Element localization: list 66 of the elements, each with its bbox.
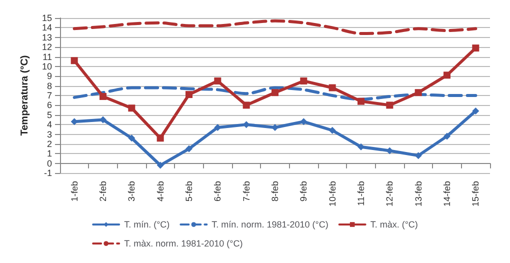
x-tick-label: 14-feb	[442, 181, 452, 207]
x-tick-label: 5-feb	[184, 181, 194, 202]
point	[444, 72, 450, 79]
point	[186, 91, 192, 98]
y-tick-label: 10	[42, 61, 52, 72]
point	[472, 108, 480, 114]
x-tick-label: 3-feb	[126, 181, 137, 202]
point	[100, 116, 106, 124]
point	[414, 89, 422, 96]
legend-label: T. mín. (°C)	[124, 220, 170, 230]
point	[386, 102, 394, 109]
point	[214, 77, 222, 84]
point	[300, 118, 308, 126]
legend-label: T. màx. (°C)	[370, 220, 418, 230]
x-tick-label: 2-feb	[98, 181, 108, 202]
x-tick-label: 11-feb	[356, 181, 366, 206]
y-tick-label: 1	[46, 148, 52, 159]
legend-label: T. màx. norm. 1981-2010 (°C)	[124, 238, 243, 248]
point	[128, 134, 136, 142]
y-tick-label: 13	[42, 32, 52, 42]
x-tick-label: 12-feb	[384, 181, 395, 207]
y-tick-label: 11	[42, 52, 52, 62]
y-axis-title: Temperatura (°C)	[20, 55, 30, 136]
point	[156, 134, 164, 142]
x-tick-label: 4-feb	[155, 181, 166, 202]
point	[186, 145, 192, 152]
y-tick-label: 4	[46, 120, 52, 130]
x-tick-label: 15-feb	[470, 181, 481, 207]
point	[70, 57, 78, 64]
point	[386, 147, 394, 154]
x-tick-label: 6-feb	[212, 181, 223, 202]
point	[214, 124, 222, 131]
y-tick-label: 8	[46, 80, 52, 91]
point	[358, 143, 364, 150]
point	[272, 124, 278, 131]
y-tick-label: 0	[46, 158, 52, 168]
x-tick-label: 13-feb	[413, 181, 424, 207]
point	[128, 104, 136, 112]
x-tick-label: 8-feb	[270, 181, 280, 202]
y-tick-label: 12	[42, 42, 52, 52]
point	[156, 162, 164, 169]
point	[358, 98, 364, 105]
x-tick-label: 7-feb	[241, 181, 252, 202]
y-tick-label: 15	[42, 13, 52, 23]
line-series	[72, 19, 478, 35]
legend-label: T. mín. norm. 1981-2010 (°C)	[212, 220, 328, 230]
y-tick-label: -1	[44, 168, 52, 178]
point	[272, 89, 278, 96]
point	[328, 126, 336, 134]
point	[472, 44, 480, 52]
point	[100, 92, 106, 100]
y-tick-label: 3	[46, 129, 52, 140]
y-tick-label: 5	[46, 110, 52, 120]
x-tick-label: 10-feb	[327, 181, 338, 207]
x-tick-label: 1-feb	[69, 181, 80, 202]
point	[414, 152, 422, 160]
point	[242, 102, 250, 109]
y-tick-label: 9	[46, 71, 52, 82]
point	[328, 84, 336, 92]
point	[300, 77, 308, 84]
x-tick-label: 9-feb	[298, 181, 309, 202]
y-tick-label: 2	[46, 138, 52, 149]
y-tick-label: 14	[42, 22, 52, 33]
point	[444, 132, 450, 140]
y-tick-label: 7	[46, 90, 52, 100]
y-tick-label: 6	[46, 100, 52, 110]
